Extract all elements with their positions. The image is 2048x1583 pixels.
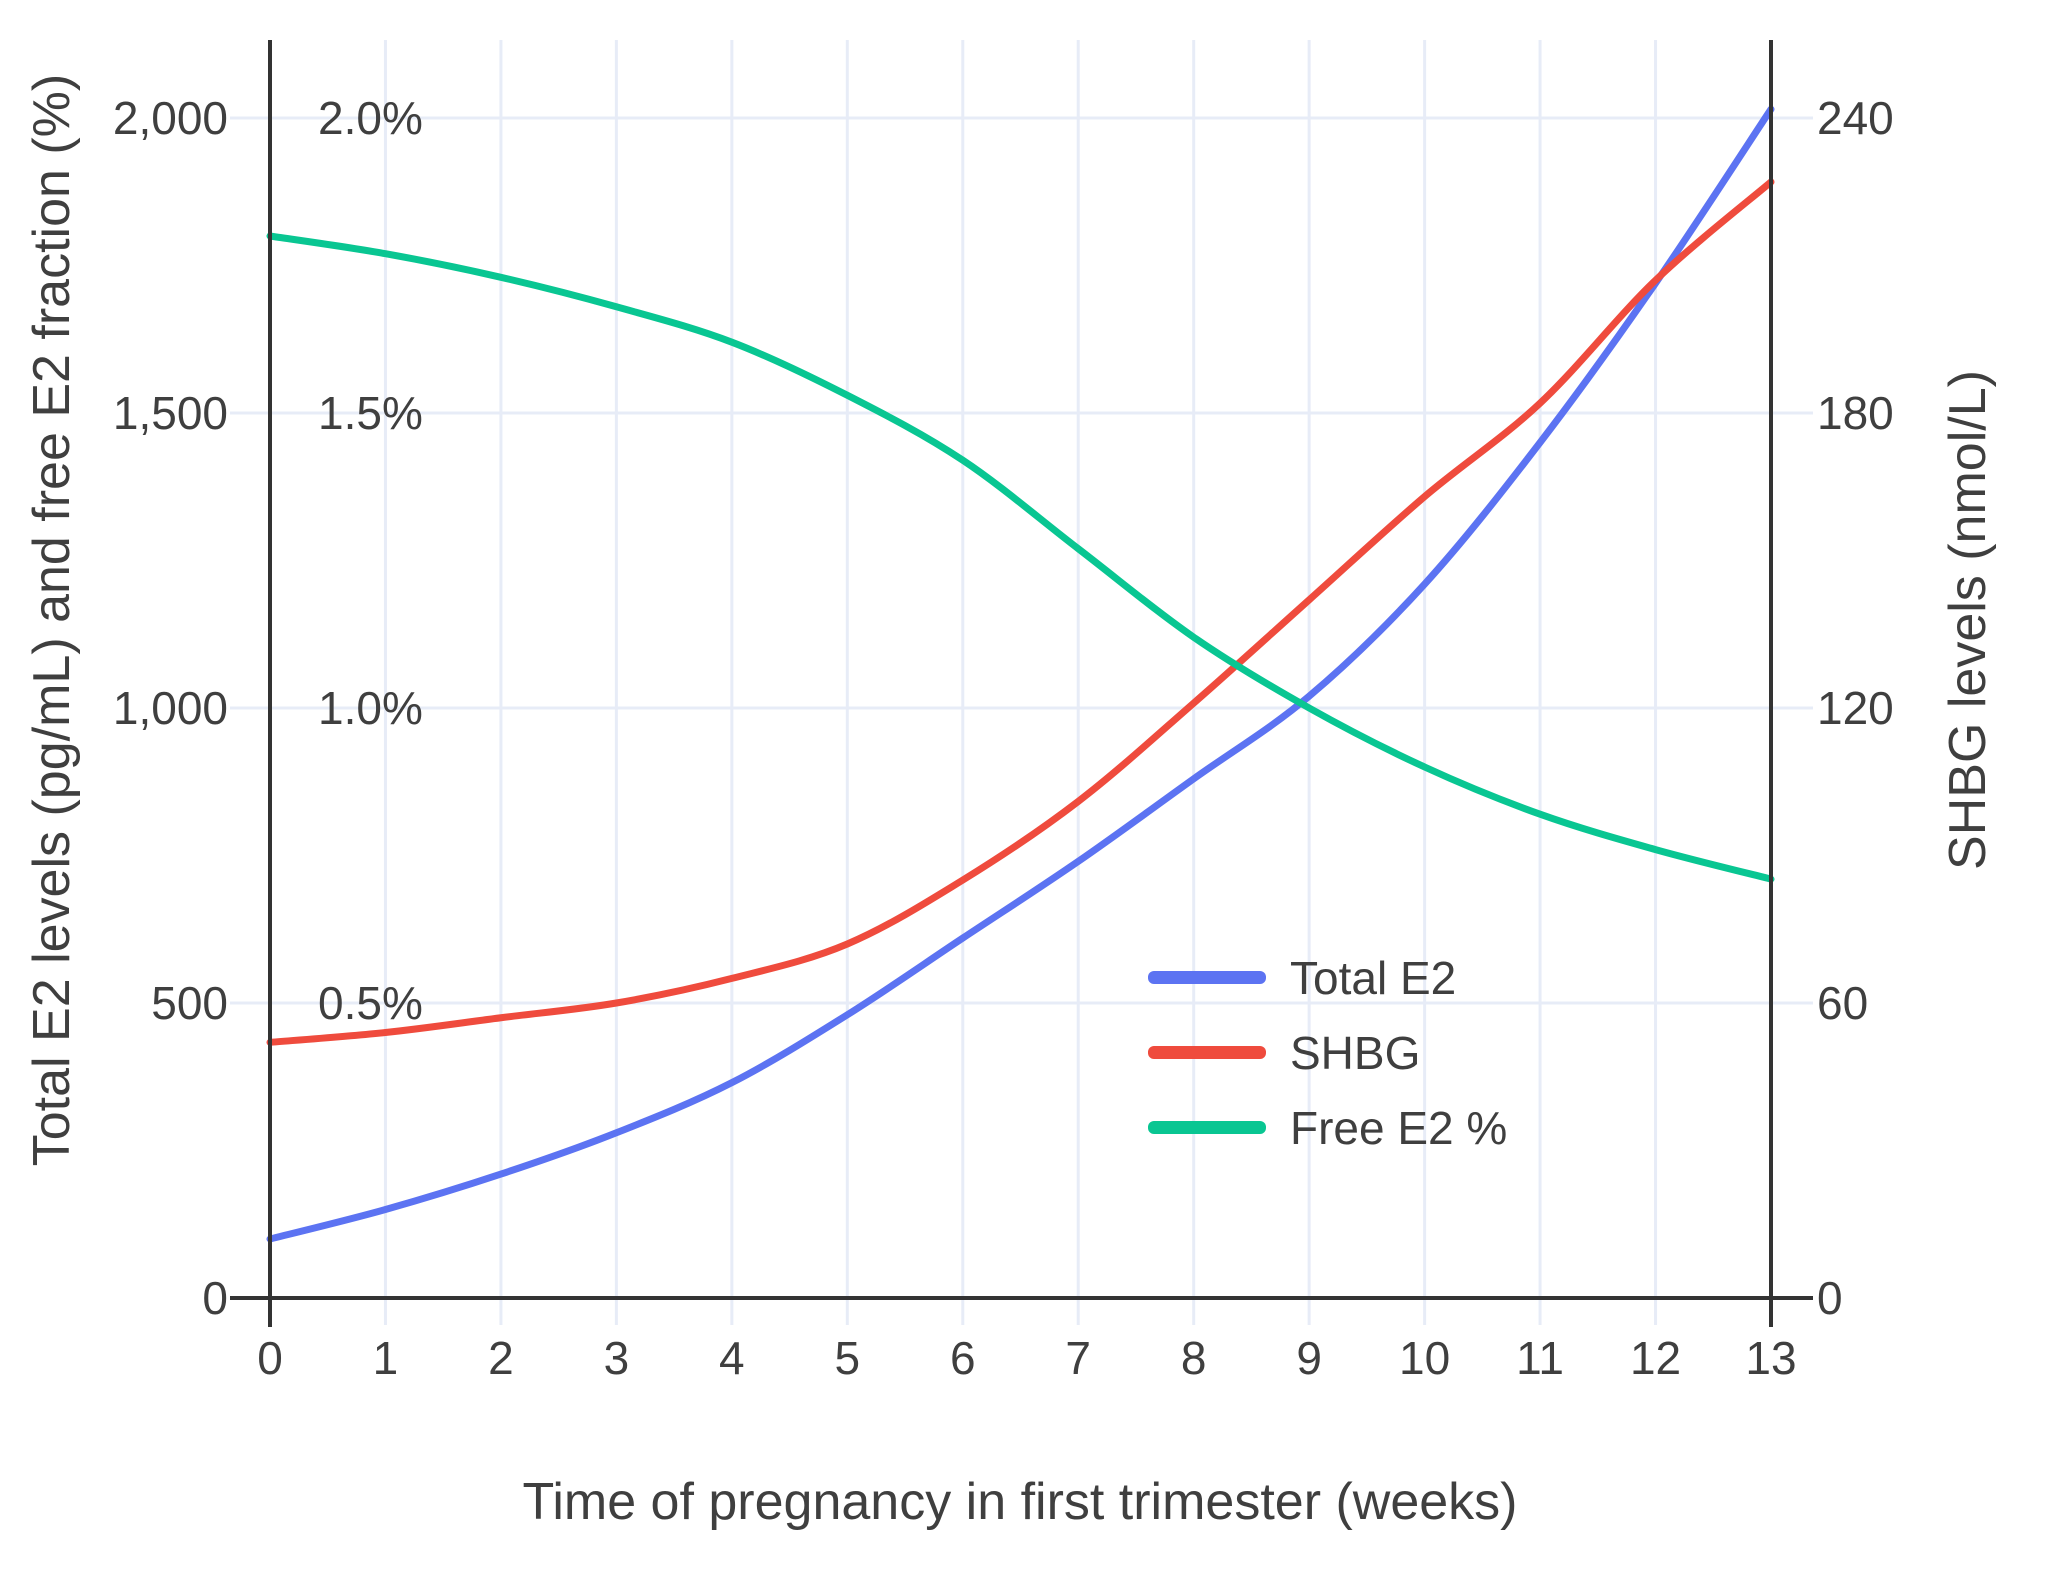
y-left-tick-label: 1,000: [112, 682, 228, 734]
y-right-tick-label: 0: [1817, 1272, 1843, 1324]
x-tick-label: 8: [1180, 1332, 1207, 1384]
legend-item-free-e2[interactable]: Free E2 %: [1148, 1090, 1507, 1165]
x-tick-label: 10: [1399, 1332, 1451, 1384]
series-line-free-e2-: [266, 232, 1775, 883]
x-tick-label: 3: [603, 1332, 630, 1384]
free-e2-percent-scale-label: 2.0%: [318, 92, 423, 144]
legend: Total E2 SHBG Free E2 %: [1148, 940, 1507, 1165]
x-tick-label: 4: [719, 1332, 745, 1384]
y-left-axis-title: Total E2 levels (pg/mL) and free E2 frac…: [23, 73, 81, 1167]
legend-label-total-e2: Total E2: [1290, 951, 1457, 1004]
legend-label-shbg: SHBG: [1290, 1026, 1421, 1079]
free-e2-percent-scale-label: 0.5%: [318, 977, 423, 1029]
x-tick-label: 6: [949, 1332, 976, 1384]
series-line-shbg: [266, 178, 1775, 1046]
x-tick-label: 13: [1745, 1332, 1797, 1384]
x-tick-label: 1: [372, 1332, 399, 1384]
x-axis-title: Time of pregnancy in first trimester (we…: [522, 1473, 1518, 1531]
y-right-axis-title: SHBG levels (nmol/L): [1939, 370, 1997, 870]
y-left-tick-label: 1,500: [112, 387, 228, 439]
free-e2-percent-scale-label: 1.5%: [318, 387, 423, 439]
legend-item-total-e2[interactable]: Total E2: [1148, 940, 1507, 1015]
x-tick-label: 2: [488, 1332, 514, 1384]
free-e2-percent-scale-label: 1.0%: [318, 682, 423, 734]
y-left-tick-label: 2,000: [112, 92, 228, 144]
y-right-tick-label: 180: [1817, 387, 1894, 439]
legend-label-free-e2: Free E2 %: [1290, 1101, 1508, 1154]
x-tick-label: 9: [1296, 1332, 1322, 1384]
y-right-tick-label: 60: [1817, 977, 1869, 1029]
y-right-tick-label: 240: [1817, 92, 1894, 144]
y-left-tick-label: 0: [202, 1272, 228, 1324]
total-e2-line-swatch: [1148, 971, 1266, 984]
y-right-tick-label: 120: [1817, 682, 1894, 734]
x-tick-label: 12: [1629, 1332, 1682, 1384]
legend-item-shbg[interactable]: SHBG: [1148, 1015, 1507, 1090]
x-tick-label: 11: [1516, 1332, 1564, 1384]
x-tick-label: 0: [257, 1332, 283, 1384]
x-tick-label: 7: [1065, 1332, 1092, 1384]
y-left-tick-label: 500: [151, 977, 228, 1029]
series-line-total-e2: [266, 105, 1775, 1243]
shbg-line-swatch: [1148, 1046, 1266, 1059]
free-e2-line-swatch: [1148, 1121, 1266, 1134]
x-tick-label: 5: [834, 1332, 861, 1384]
